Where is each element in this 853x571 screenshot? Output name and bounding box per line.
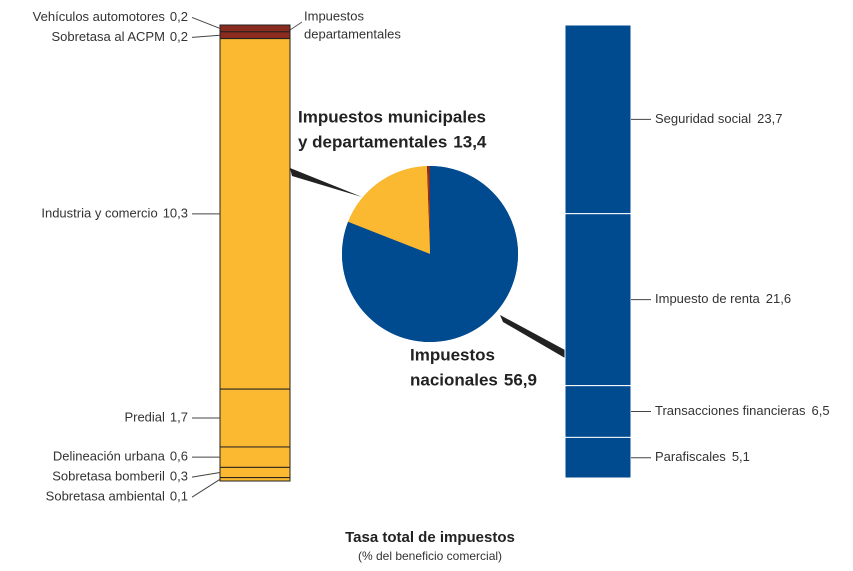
pie-sub-slice — [348, 221, 430, 254]
segment-label: Sobretasa al ACPM — [51, 29, 164, 44]
group-label: y departamentales — [298, 132, 447, 151]
segment-label: Sobretasa bomberil — [52, 469, 165, 484]
stack-segment — [564, 385, 632, 438]
leader-line — [191, 16, 221, 29]
leader-line — [191, 478, 221, 498]
segment-label: Transacciones financieras — [655, 403, 806, 418]
stack-segment — [219, 24, 291, 33]
stack-segment — [219, 477, 291, 482]
group-value-label: 56,9 — [504, 370, 537, 389]
segment-value-label: 0,1 — [170, 489, 188, 504]
stack-segment — [219, 466, 291, 479]
stack-segment — [219, 446, 291, 468]
segment-label: Delineación urbana — [53, 449, 166, 464]
pie-sub-slice — [360, 254, 506, 343]
segment-label: Parafiscales — [655, 449, 726, 464]
pie-sub-slice — [342, 254, 430, 309]
segment-value-label: 0,2 — [170, 9, 188, 24]
pie-sub-slice — [426, 166, 430, 254]
connector — [290, 168, 362, 197]
segment-label: Vehículos automotores — [33, 9, 166, 24]
stack-segment — [219, 38, 291, 390]
group-label: nacionales — [410, 370, 498, 389]
group-value-label: 13,4 — [453, 132, 487, 151]
segment-value-label: 1,7 — [170, 409, 188, 424]
segment-value-label: 23,7 — [757, 111, 782, 126]
segment-value-label: 0,3 — [170, 469, 188, 484]
pie-sub-slice — [342, 221, 430, 262]
segment-label: Impuesto de renta — [655, 291, 761, 306]
leader-line — [191, 34, 221, 38]
segment-value-label: 6,5 — [812, 403, 830, 418]
stack-segment — [564, 213, 632, 387]
stack-segment — [219, 31, 291, 40]
segment-label: Industria y comercio — [41, 205, 157, 220]
chart-subtitle: (% del beneficio comercial) — [358, 549, 502, 563]
segment-value-label: 0,6 — [170, 449, 188, 464]
annotation: Impuestos — [304, 8, 364, 23]
group-label: Impuestos municipales — [298, 107, 486, 126]
segment-value-label: 5,1 — [732, 449, 750, 464]
annotation: departamentales — [304, 26, 401, 41]
pie-sub-slice — [351, 203, 430, 254]
leader-line — [191, 471, 221, 478]
segment-value-label: 21,6 — [766, 291, 791, 306]
stack-segment — [219, 388, 291, 448]
pie-sub-slice — [428, 166, 430, 254]
annotation-leader — [289, 21, 303, 31]
chart-title: Tasa total de impuestos — [345, 529, 515, 546]
pie-sub-slice — [358, 166, 430, 254]
pie-sub-slice — [349, 214, 430, 254]
pie-sub-slice — [348, 219, 430, 254]
stack-segment — [564, 24, 632, 215]
connector — [500, 315, 565, 358]
stack-segment — [564, 436, 632, 479]
segment-value-label: 10,3 — [163, 205, 188, 220]
segment-label: Predial — [124, 409, 165, 424]
segment-value-label: 0,2 — [170, 29, 188, 44]
group-label: Impuestos — [410, 345, 495, 364]
segment-label: Sobretasa ambiental — [46, 489, 165, 504]
pie-sub-slice — [430, 166, 518, 300]
segment-label: Seguridad social — [655, 111, 751, 126]
